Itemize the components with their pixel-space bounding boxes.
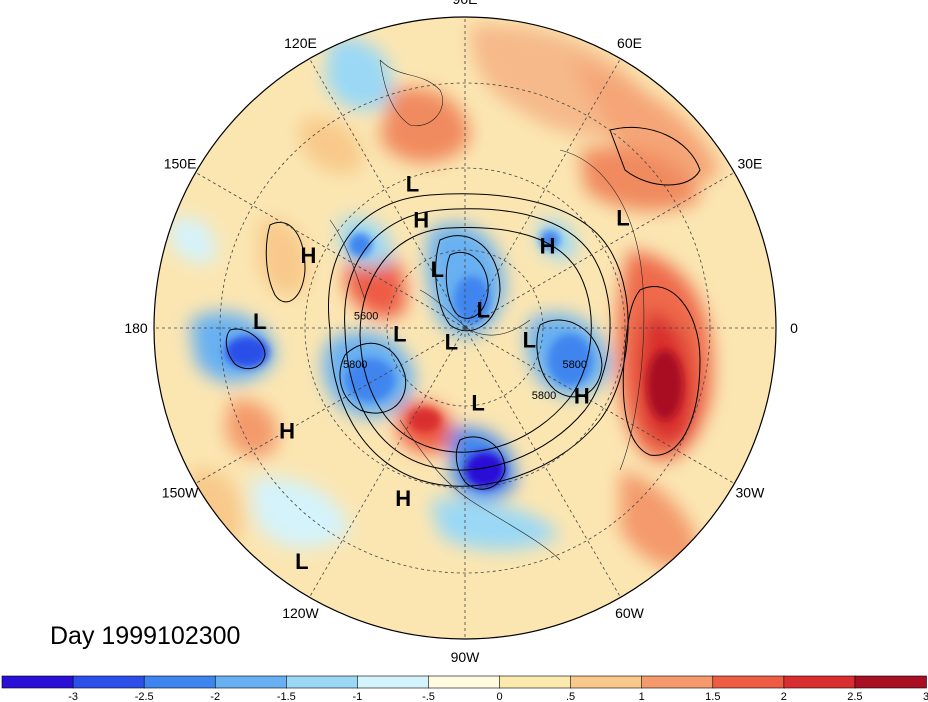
graticule [154, 17, 776, 639]
colorbar-tick-label: -3 [68, 691, 78, 702]
low-pressure-center: L [253, 309, 266, 334]
longitude-label-120e: 120E [284, 35, 317, 51]
map-boundary [153, 16, 777, 640]
meridian-line [464, 58, 621, 329]
low-pressure-center: L [406, 172, 419, 197]
meridian-line [309, 327, 466, 598]
longitude-label-90w: 90W [451, 649, 481, 665]
high-pressure-center: H [300, 243, 316, 268]
low-pressure-center: L [445, 330, 458, 355]
colorbar-swatch [783, 675, 856, 689]
colorbar-tick-label: 3 [923, 691, 928, 702]
low-pressure-center: L [523, 327, 536, 352]
high-pressure-center: H [574, 384, 590, 409]
high-pressure-center: H [279, 419, 295, 444]
colorbar-swatch [854, 675, 927, 689]
longitude-label-30e: 30E [737, 156, 762, 172]
colorbar-swatch [499, 675, 572, 689]
low-pressure-center: L [295, 549, 308, 574]
colorbar-swatch [1, 675, 74, 689]
contour-label: 5800 [563, 359, 587, 371]
coastlines [329, 59, 645, 561]
high-pressure-center: H [395, 486, 411, 511]
meridian-line [464, 327, 735, 484]
longitude-label-0: 0 [790, 320, 798, 336]
high-pressure-center: H [413, 208, 429, 233]
longitude-label-60w: 60W [615, 605, 645, 621]
meridian-line [309, 58, 466, 329]
low-pressure-center: L [471, 390, 484, 415]
longitude-label-180: 180 [124, 320, 148, 336]
colorbar: -3 -2.5 -2 -1.5 -1 -.5 0 .5 1 1.5 2 2.5 3 [1, 675, 928, 702]
colorbar-tick-label: -1 [353, 691, 363, 702]
height-contours [225, 126, 701, 490]
longitude-label-120w: 120W [282, 605, 319, 621]
longitude-label-150w: 150W [162, 485, 199, 501]
colorbar-swatch [357, 675, 430, 689]
contour-labels: 5600 5800 5800 5800 [343, 310, 587, 402]
low-pressure-center: L [616, 205, 629, 230]
colorbar-tick-label: .5 [566, 691, 575, 702]
colorbar-tick-label: 2 [781, 691, 787, 702]
anomaly-field [154, 17, 776, 639]
meridian-line [464, 172, 735, 329]
colorbar-tick-label: 0 [496, 691, 502, 702]
longitude-label-60e: 60E [617, 35, 642, 51]
colorbar-tick-label: 1.5 [705, 691, 720, 702]
colorbar-swatch [641, 675, 714, 689]
longitude-label-30w: 30W [736, 485, 766, 501]
meridian-line [464, 327, 621, 598]
colorbar-tick-label: -2.5 [135, 691, 154, 702]
colorbar-swatch [286, 675, 359, 689]
colorbar-tick-label: -2 [210, 691, 220, 702]
colorbar-swatch [72, 675, 145, 689]
contour-label: 5800 [532, 390, 556, 402]
colorbar-swatch [570, 675, 643, 689]
longitude-label-150e: 150E [164, 156, 197, 172]
colorbar-swatch [428, 675, 501, 689]
colorbar-swatch [214, 675, 288, 689]
contour-label: 5600 [354, 310, 378, 322]
contour-label: 5800 [343, 359, 367, 371]
colorbar-tick-label: -1.5 [277, 691, 296, 702]
colorbar-tick-label: 1 [639, 691, 645, 702]
longitude-label-90e: 90E [453, 0, 478, 7]
high-pressure-center: H [540, 233, 556, 258]
meridian-line [195, 172, 466, 329]
colorbar-tick-label: 2.5 [847, 691, 862, 702]
low-pressure-center: L [393, 322, 406, 347]
low-pressure-center: L [431, 257, 444, 282]
colorbar-swatch [712, 675, 785, 689]
low-pressure-center: L [477, 298, 490, 323]
map-title: Day 1999102300 [50, 622, 240, 650]
meridian-line [195, 327, 466, 484]
colorbar-tick-label: -.5 [422, 691, 435, 702]
colorbar-swatch [143, 675, 217, 689]
longitude-labels: 90E 60E 30E 0 30W 60W 90W 120W 150W 180 150E 120E [124, 0, 798, 665]
